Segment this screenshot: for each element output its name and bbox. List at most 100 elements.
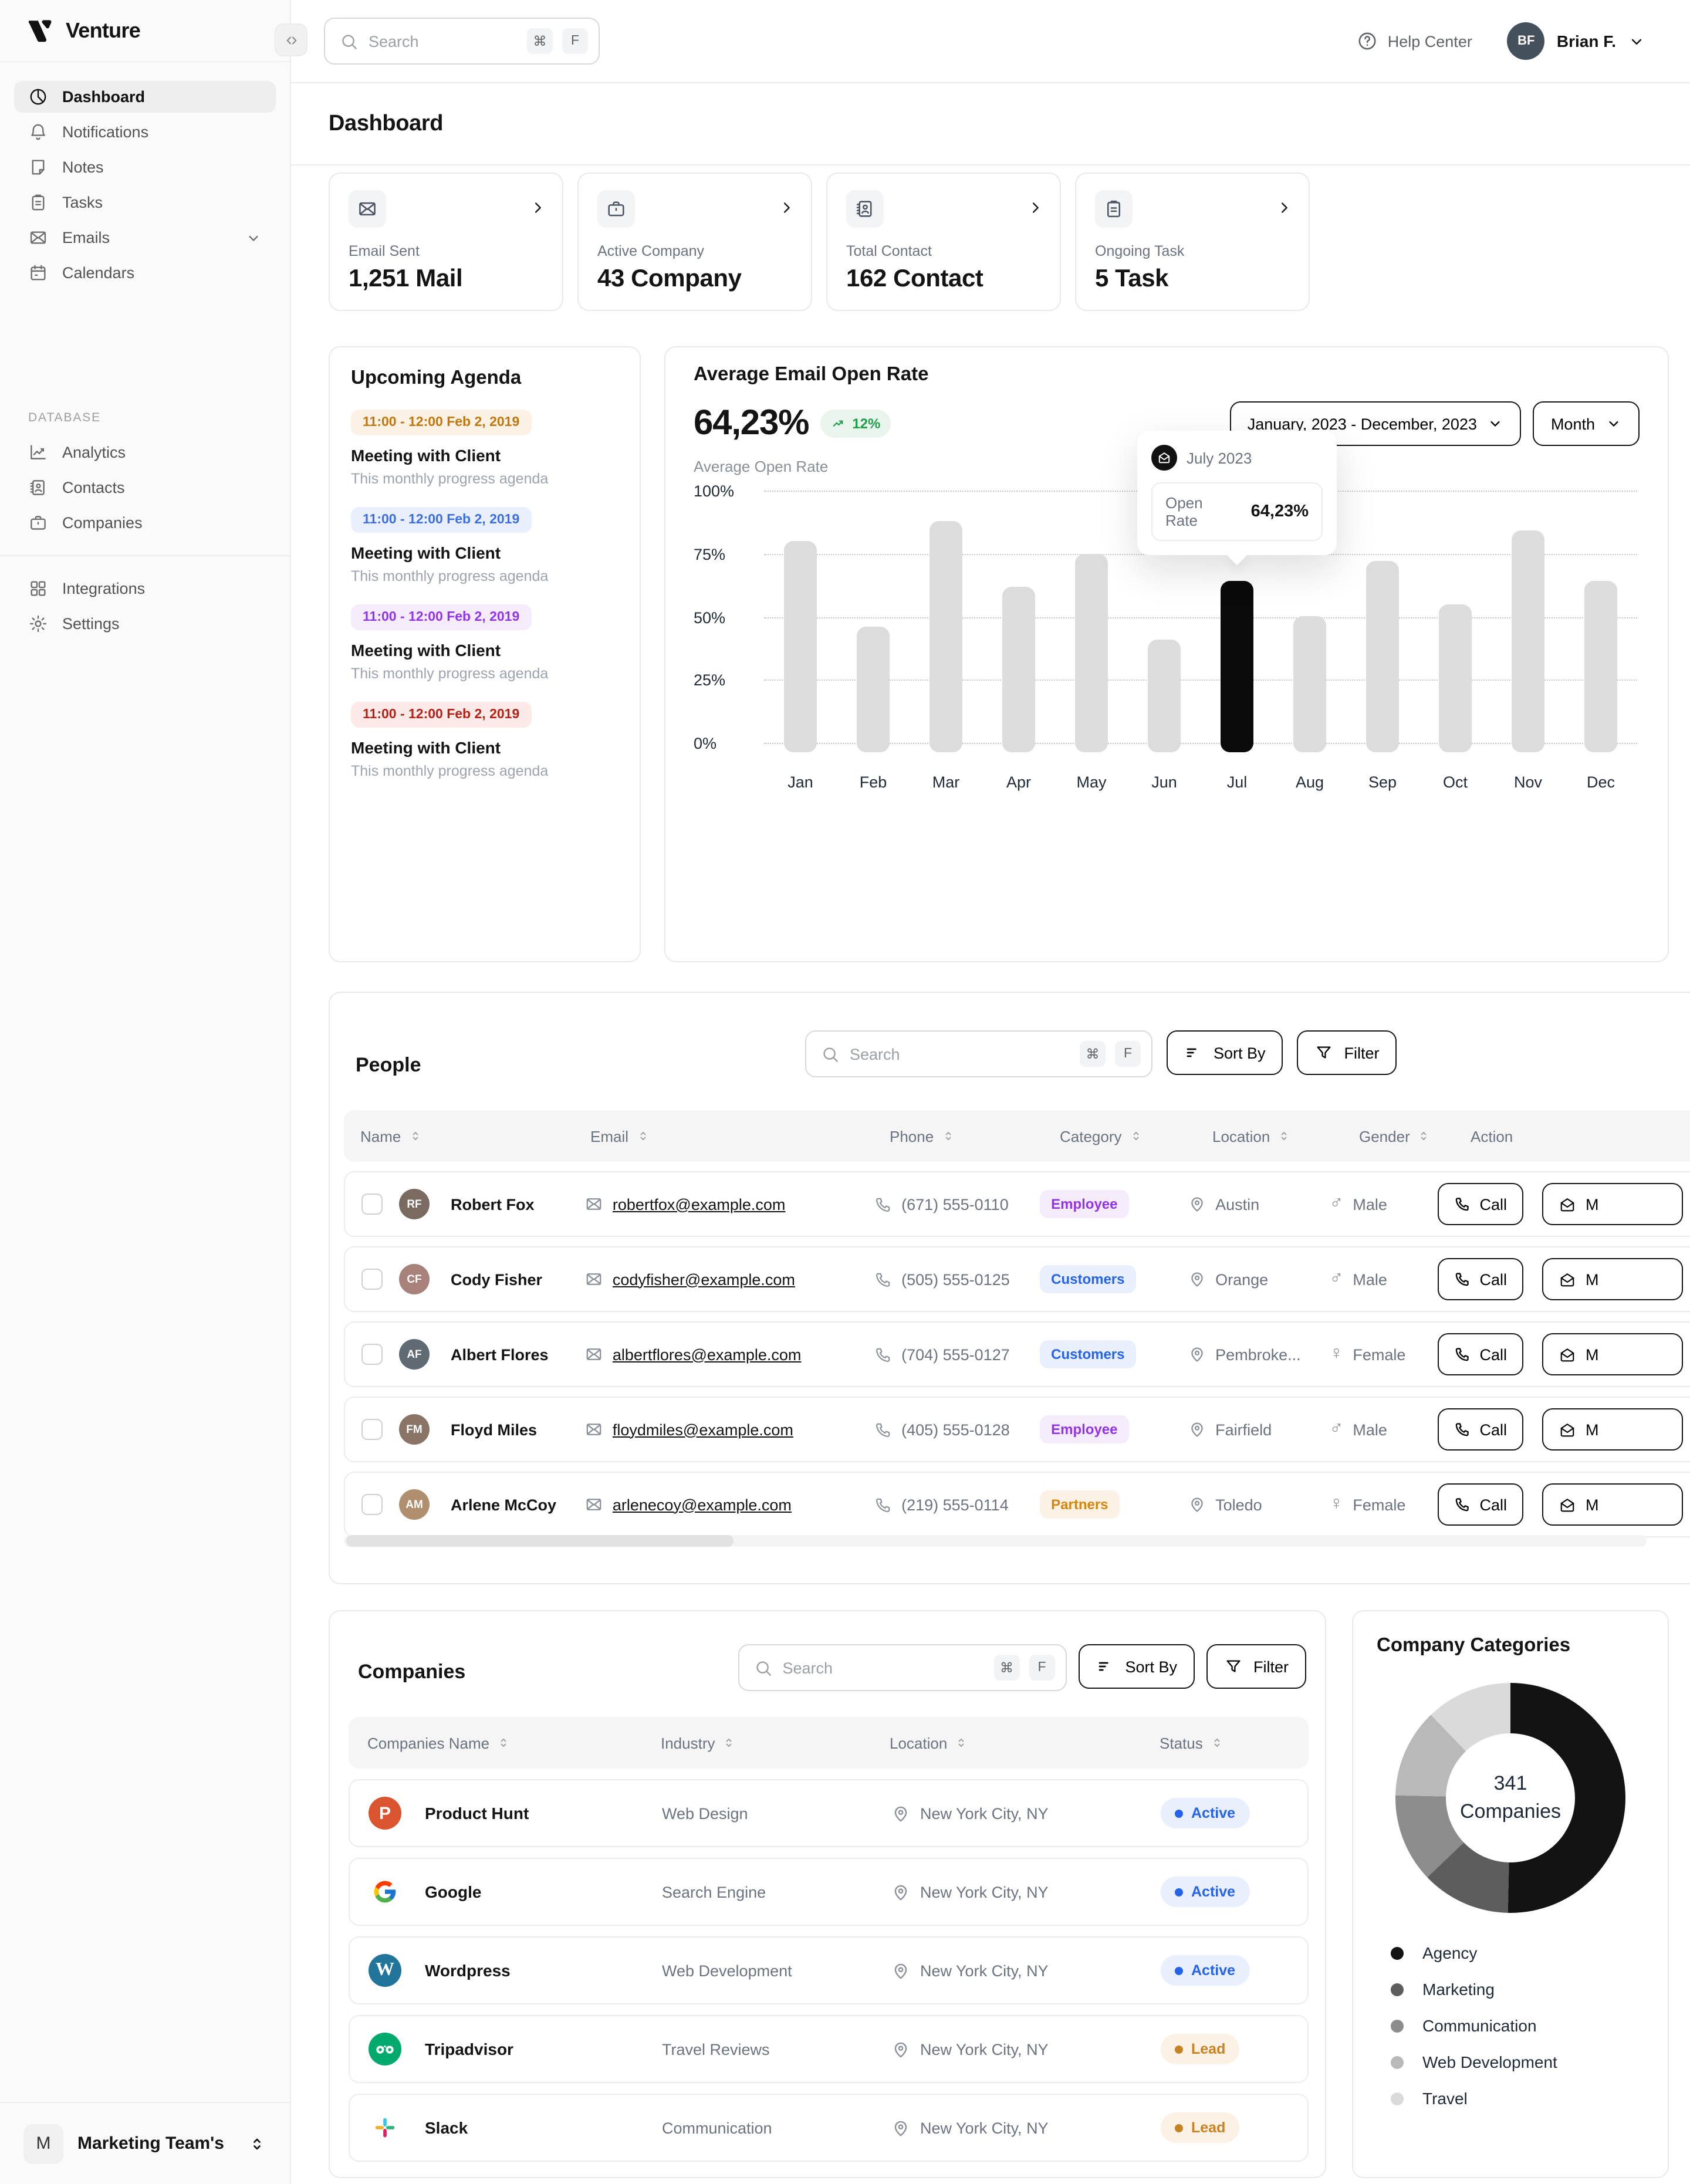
phone-icon bbox=[874, 1270, 892, 1288]
granularity-select[interactable]: Month bbox=[1533, 401, 1640, 446]
bar-nov[interactable] bbox=[1512, 530, 1544, 752]
column-header-name[interactable]: Name bbox=[360, 1127, 590, 1145]
sidebar-item-label: Calendars bbox=[62, 264, 135, 282]
companies-filter-button[interactable]: Filter bbox=[1206, 1644, 1306, 1689]
person-email-link[interactable]: arlenecoy@example.com bbox=[612, 1496, 792, 1513]
chevron-right-icon[interactable] bbox=[529, 200, 546, 216]
call-button[interactable]: Call bbox=[1437, 1183, 1524, 1225]
sort-arrows-icon bbox=[941, 1129, 955, 1143]
donut-center-label: Companies bbox=[1460, 1800, 1561, 1823]
company-row-slack[interactable]: Slack Communication New York City, NY Lead bbox=[349, 2094, 1309, 2162]
search-input[interactable] bbox=[369, 32, 518, 50]
people-search-input[interactable] bbox=[850, 1045, 1070, 1063]
message-button[interactable]: M bbox=[1542, 1333, 1684, 1375]
chevron-right-icon[interactable] bbox=[778, 200, 795, 216]
call-button[interactable]: Call bbox=[1437, 1483, 1524, 1526]
sidebar-item-emails[interactable]: Emails bbox=[14, 222, 276, 253]
category-badge: Partners bbox=[1039, 1490, 1120, 1519]
sort-arrows-icon bbox=[636, 1129, 650, 1143]
sidebar-item-contacts[interactable]: Contacts bbox=[14, 472, 276, 503]
bar-sep[interactable] bbox=[1366, 561, 1399, 752]
sidebar-item-calendars[interactable]: Calendars bbox=[14, 257, 276, 289]
sidebar-item-tasks[interactable]: Tasks bbox=[14, 187, 276, 218]
date-range-select[interactable]: January, 2023 - December, 2023 bbox=[1229, 401, 1522, 446]
companies-search-input[interactable] bbox=[782, 1659, 985, 1676]
company-row-product-hunt[interactable]: P Product Hunt Web Design New York City, NY… bbox=[349, 1779, 1309, 1847]
column-header-status[interactable]: Status bbox=[1160, 1734, 1290, 1752]
help-center-button[interactable]: Help Center bbox=[1357, 31, 1472, 52]
trend-up-icon bbox=[831, 416, 846, 431]
column-header-location[interactable]: Location bbox=[1212, 1127, 1359, 1145]
sidebar-item-analytics[interactable]: Analytics bbox=[14, 437, 276, 468]
column-header-phone[interactable]: Phone bbox=[890, 1127, 1060, 1145]
sidebar-item-settings[interactable]: Settings bbox=[14, 608, 276, 640]
column-header-industry[interactable]: Industry bbox=[661, 1734, 890, 1752]
categories-donut-chart: 341 Companies bbox=[1395, 1683, 1625, 1913]
chevron-right-icon[interactable] bbox=[1276, 200, 1292, 216]
message-button[interactable]: M bbox=[1542, 1483, 1684, 1526]
company-row-google[interactable]: Google Search Engine New York City, NY Acti… bbox=[349, 1858, 1309, 1926]
profile-menu[interactable]: BF Brian F. bbox=[1507, 22, 1645, 60]
bar-oct[interactable] bbox=[1439, 604, 1472, 752]
agenda-item[interactable]: 11:00 - 12:00 Feb 2, 2019 Meeting with Cl… bbox=[351, 604, 618, 682]
sidebar-item-companies[interactable]: Companies bbox=[14, 507, 276, 539]
bar-mar[interactable] bbox=[930, 521, 962, 752]
sidebar-item-notifications[interactable]: Notifications bbox=[14, 116, 276, 148]
people-sort-button[interactable]: Sort By bbox=[1167, 1030, 1283, 1075]
row-checkbox[interactable] bbox=[361, 1344, 383, 1365]
row-checkbox[interactable] bbox=[361, 1494, 383, 1515]
bar-feb[interactable] bbox=[857, 627, 890, 752]
person-email-link[interactable]: albertflores@example.com bbox=[612, 1345, 802, 1363]
row-checkbox[interactable] bbox=[361, 1419, 383, 1440]
bar-jan[interactable] bbox=[784, 541, 817, 752]
workspace-initial: M bbox=[23, 2124, 63, 2163]
column-header-gender[interactable]: Gender bbox=[1359, 1127, 1471, 1145]
person-email-link[interactable]: codyfisher@example.com bbox=[612, 1270, 795, 1288]
bar-apr[interactable] bbox=[1002, 587, 1035, 752]
person-location: Austin bbox=[1215, 1195, 1260, 1213]
stat-label: Ongoing Task bbox=[1095, 243, 1185, 259]
agenda-item[interactable]: 11:00 - 12:00 Feb 2, 2019 Meeting with Cl… bbox=[351, 410, 618, 487]
call-button[interactable]: Call bbox=[1437, 1408, 1524, 1451]
sidebar-collapse-button[interactable] bbox=[275, 23, 307, 56]
company-industry: Communication bbox=[662, 2119, 772, 2136]
pin-icon bbox=[1187, 1495, 1206, 1514]
sidebar-item-integrations[interactable]: Integrations bbox=[14, 573, 276, 604]
bar-jun[interactable] bbox=[1148, 640, 1181, 752]
column-header-email[interactable]: Email bbox=[590, 1127, 890, 1145]
agenda-item[interactable]: 11:00 - 12:00 Feb 2, 2019 Meeting with Cl… bbox=[351, 702, 618, 779]
people-filter-button[interactable]: Filter bbox=[1297, 1030, 1397, 1075]
sidebar-item-notes[interactable]: Notes bbox=[14, 151, 276, 183]
agenda-item[interactable]: 11:00 - 12:00 Feb 2, 2019 Meeting with Cl… bbox=[351, 507, 618, 584]
person-email-link[interactable]: robertfox@example.com bbox=[612, 1195, 786, 1213]
column-header-companies-name[interactable]: Companies Name bbox=[367, 1734, 661, 1752]
avatar: AF bbox=[399, 1339, 430, 1370]
companies-sort-button[interactable]: Sort By bbox=[1078, 1644, 1195, 1689]
sidebar-item-dashboard[interactable]: Dashboard bbox=[14, 81, 276, 113]
row-checkbox[interactable] bbox=[361, 1269, 383, 1290]
column-header-location[interactable]: Location bbox=[890, 1734, 1160, 1752]
y-axis-tick: 0% bbox=[694, 735, 717, 752]
company-row-tripadvisor[interactable]: Tripadvisor Travel Reviews New York City, … bbox=[349, 2015, 1309, 2083]
column-header-category[interactable]: Category bbox=[1060, 1127, 1212, 1145]
bar-dec[interactable] bbox=[1584, 581, 1617, 752]
bar-aug[interactable] bbox=[1293, 616, 1326, 752]
call-button[interactable]: Call bbox=[1437, 1333, 1524, 1375]
workspace-switcher[interactable]: M Marketing Team's bbox=[0, 2102, 290, 2184]
legend-item-communication: Communication bbox=[1391, 2016, 1644, 2035]
agenda-time-badge: 11:00 - 12:00 Feb 2, 2019 bbox=[351, 410, 532, 435]
bar-jul[interactable] bbox=[1221, 581, 1253, 752]
person-email-link[interactable]: floydmiles@example.com bbox=[612, 1421, 793, 1438]
bar-may[interactable] bbox=[1075, 554, 1108, 752]
row-checkbox[interactable] bbox=[361, 1194, 383, 1215]
message-button[interactable]: M bbox=[1542, 1408, 1684, 1451]
message-button[interactable]: M bbox=[1542, 1183, 1684, 1225]
stat-value: 1,251 Mail bbox=[349, 265, 463, 292]
x-axis-tick: Jan bbox=[787, 773, 813, 791]
person-gender: Female bbox=[1353, 1345, 1406, 1363]
call-button[interactable]: Call bbox=[1437, 1258, 1524, 1300]
message-button[interactable]: M bbox=[1542, 1258, 1684, 1300]
scrollbar-thumb[interactable] bbox=[346, 1535, 734, 1547]
chevron-right-icon[interactable] bbox=[1027, 200, 1043, 216]
company-row-wordpress[interactable]: W Wordpress Web Development New York City, … bbox=[349, 1936, 1309, 2004]
